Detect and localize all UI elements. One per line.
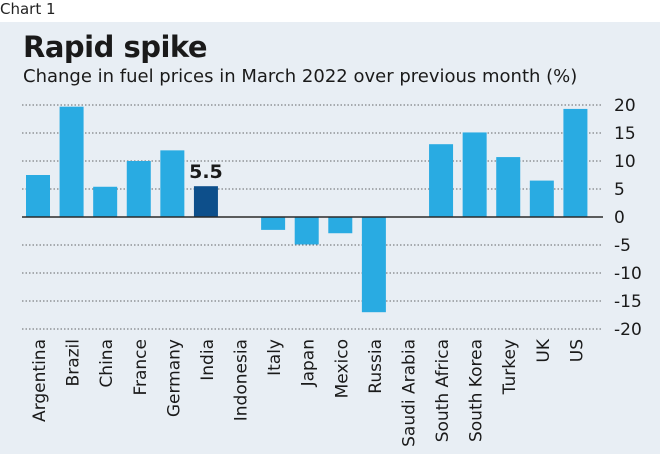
bar-italy	[261, 217, 286, 230]
x-tick-label: US	[567, 339, 587, 362]
bar-china	[93, 186, 118, 217]
bar-argentina	[26, 175, 50, 217]
x-tick-label: France	[131, 339, 151, 396]
bar-france	[126, 161, 151, 217]
bar-south-africa	[429, 144, 454, 217]
bar-mexico	[328, 217, 353, 234]
x-tick-label: Argentina	[30, 339, 50, 422]
x-tick-label: Indonesia	[232, 339, 252, 421]
chart-subtitle: Change in fuel prices in March 2022 over…	[23, 66, 578, 87]
bar-russia	[361, 217, 386, 313]
y-tick-label: 10	[614, 152, 636, 172]
x-tick-label: Mexico	[332, 339, 352, 398]
x-tick-label: Japan	[299, 339, 319, 387]
y-tick-label: -5	[614, 236, 631, 256]
bar-uk	[529, 180, 554, 217]
y-tick-label: 15	[614, 124, 636, 144]
x-tick-label: Germany	[164, 339, 184, 417]
bar-germany	[160, 150, 185, 217]
x-tick-label: Italy	[265, 339, 285, 376]
bar-brazil	[59, 106, 84, 217]
chart-panel	[0, 22, 660, 454]
y-tick-label: -10	[614, 264, 642, 284]
bar-india	[193, 186, 218, 217]
chart-number-label: Chart 1	[0, 0, 56, 18]
y-tick-label: 0	[614, 208, 625, 228]
x-tick-label: UK	[534, 338, 554, 362]
x-tick-label: Saudi Arabia	[399, 339, 419, 447]
bar-us	[563, 108, 588, 217]
x-tick-label: South Korea	[467, 339, 487, 442]
x-tick-label: China	[97, 339, 117, 388]
bar-japan	[294, 217, 319, 245]
x-tick-label: Russia	[366, 339, 386, 394]
x-tick-label: India	[198, 339, 218, 381]
bar-south-korea	[462, 132, 487, 217]
x-tick-label: Brazil	[64, 339, 84, 386]
y-tick-label: 5	[614, 180, 625, 200]
y-tick-label: -15	[614, 292, 642, 312]
data-label-india: 5.5	[189, 161, 223, 183]
x-tick-label: South Africa	[433, 339, 453, 442]
y-tick-label: -20	[614, 320, 642, 340]
chart-title: Rapid spike	[23, 30, 208, 64]
y-tick-label: 20	[614, 96, 636, 116]
bar-turkey	[496, 157, 521, 217]
x-tick-label: Turkey	[500, 339, 520, 395]
